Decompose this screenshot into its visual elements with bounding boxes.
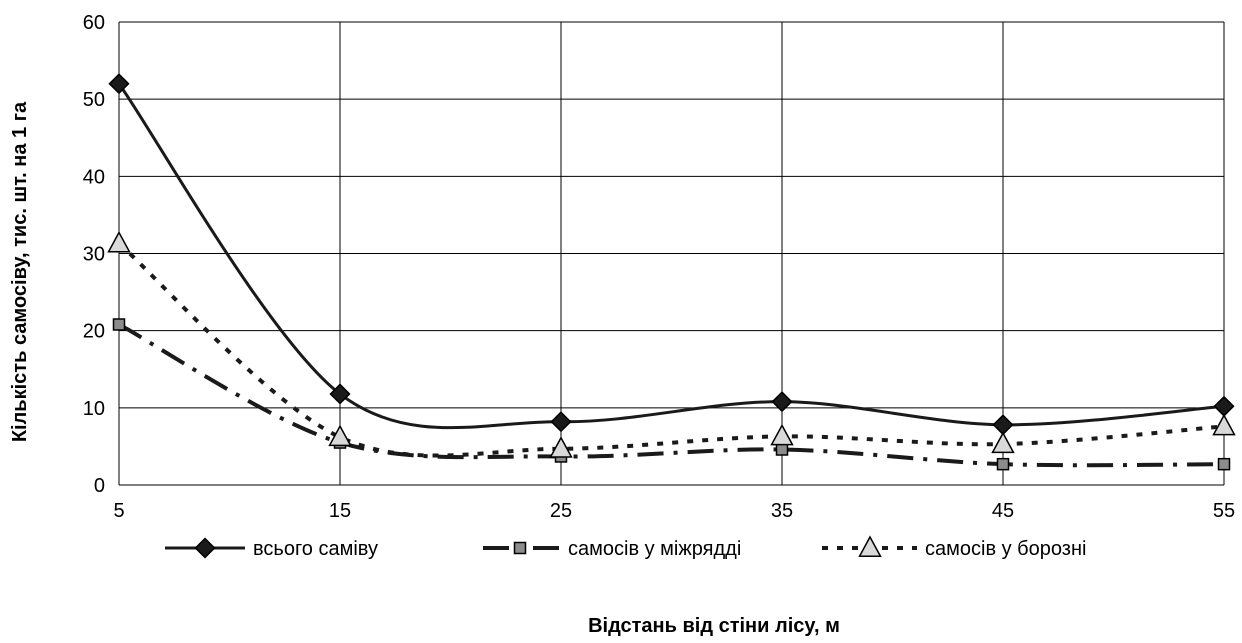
- x-tick-label: 55: [1213, 500, 1235, 522]
- legend-label: самосів у борозні: [925, 538, 1086, 560]
- legend-label: всього саміву: [253, 538, 378, 560]
- series-diamond: [108, 73, 1235, 436]
- series-line-diamond: [117, 82, 1225, 430]
- triangle-marker-point: [1212, 413, 1236, 436]
- series-square: [112, 318, 1231, 471]
- diamond-marker-point: [1213, 395, 1235, 417]
- y-tick-label: 30: [83, 244, 105, 266]
- legend-square-icon: [513, 541, 527, 555]
- square-marker-point: [112, 318, 126, 331]
- y-tick-label: 60: [83, 12, 105, 34]
- square-marker-point: [775, 443, 789, 456]
- legend-label: самосів у міжрядді: [568, 538, 741, 560]
- x-tick-label: 25: [550, 500, 572, 522]
- x-tick-label: 15: [329, 500, 351, 522]
- legend-item: самосів у борозні: [822, 535, 1086, 560]
- triangle-marker-point: [328, 424, 352, 447]
- legend-item: всього саміву: [165, 537, 378, 560]
- square-marker-point: [996, 457, 1010, 471]
- triangle-marker-point: [770, 423, 794, 446]
- diamond-marker-point: [108, 73, 130, 95]
- diamond-marker-point: [329, 383, 351, 405]
- series-layer: [107, 73, 1236, 471]
- x-tick-label: 45: [992, 500, 1014, 522]
- y-tick-label: 10: [83, 398, 105, 420]
- x-tick-label: 35: [771, 500, 793, 522]
- series-triangle: [107, 230, 1236, 458]
- y-tick-label: 50: [83, 89, 105, 111]
- legend-triangle-icon: [858, 535, 882, 557]
- y-tick-label: 40: [83, 166, 105, 188]
- y-tick-label: 20: [83, 321, 105, 343]
- series-line-triangle: [117, 241, 1225, 458]
- legend: всього саміву самосів у міжрядді самосів у…: [165, 535, 1086, 560]
- x-tick-label: 5: [113, 500, 124, 522]
- diamond-marker-point: [771, 391, 793, 413]
- triangle-marker-point: [107, 230, 131, 253]
- y-axis-ticks: 0 10 20 30 40 50 60: [83, 12, 105, 497]
- x-axis-title: Відстань від стіни лісу, м: [588, 615, 840, 637]
- legend-item: самосів у міжрядді: [483, 538, 741, 560]
- square-marker-point: [1217, 457, 1231, 471]
- diamond-marker-point: [550, 411, 572, 433]
- triangle-marker-point: [991, 431, 1015, 454]
- y-tick-label: 0: [94, 475, 105, 497]
- grid: [118, 21, 1225, 486]
- diamond-marker-point: [992, 414, 1014, 436]
- y-axis-title: Кількість самосіву, тис. шт. на 1 га: [9, 101, 31, 442]
- triangle-marker-point: [549, 436, 573, 458]
- legend-diamond-icon: [194, 537, 216, 559]
- x-axis-ticks: 5 15 25 35 45 55: [113, 500, 1235, 522]
- series-line-square: [118, 322, 1225, 468]
